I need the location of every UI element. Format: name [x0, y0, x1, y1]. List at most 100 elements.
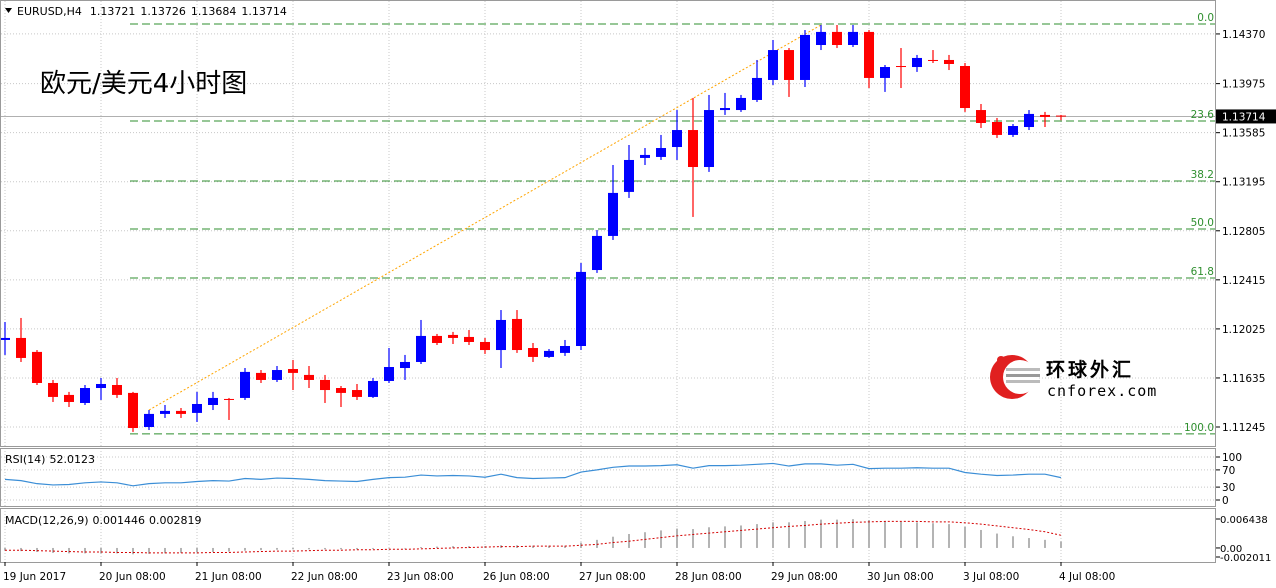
macd-bar: [1044, 539, 1046, 548]
macd-bar: [772, 522, 774, 548]
macd-bar: [804, 520, 806, 548]
y-tick-label: 0.00: [1220, 544, 1242, 555]
macd-bar: [548, 545, 550, 548]
trendline: [148, 24, 822, 411]
macd-bar: [260, 547, 262, 551]
x-tick-label: 26 Jun 08:00: [483, 571, 550, 583]
macd-bar: [1060, 541, 1062, 548]
logo-stripe: [1006, 374, 1040, 377]
logo-dot: [997, 356, 1005, 364]
candle-body: [1040, 114, 1050, 117]
candle-body: [544, 350, 554, 357]
candle-body: [864, 31, 874, 78]
macd-bar: [4, 547, 6, 551]
macd-bar: [180, 547, 182, 553]
candle-body: [400, 361, 410, 369]
macd-bar: [1028, 538, 1030, 548]
candle-body: [176, 410, 186, 414]
x-tick-label: 3 Jul 08:00: [963, 571, 1019, 583]
macd-bar: [820, 519, 822, 548]
candle-body: [848, 31, 858, 46]
candle-body: [16, 337, 26, 358]
signal-line: [5, 520, 1062, 554]
macd-bar: [340, 547, 342, 550]
macd-bar: [740, 525, 742, 548]
y-tick-label: 1.13975: [1222, 79, 1265, 91]
candle-body: [288, 369, 298, 373]
macd-bar: [948, 524, 950, 548]
fib-label: 23.6: [1191, 109, 1215, 121]
close: 1.13714: [241, 5, 287, 18]
y-tick-label: 1.12805: [1222, 226, 1265, 238]
candle-body: [528, 348, 538, 357]
x-tick-label: 30 Jun 08:00: [867, 571, 934, 583]
candle-body: [272, 370, 282, 380]
candle-body: [560, 346, 570, 353]
macd-bar: [980, 529, 982, 548]
y-tick-label: 100: [1222, 452, 1242, 464]
macd-bar: [1012, 536, 1014, 548]
candle-body: [480, 341, 490, 351]
candle-body: [320, 379, 330, 391]
macd-bar: [212, 547, 214, 553]
candle-body: [800, 34, 810, 80]
candle-body: [160, 410, 170, 414]
candle-body: [64, 394, 74, 402]
y-tick-label: 0.006438: [1220, 515, 1268, 526]
candle-body: [512, 318, 522, 351]
x-tick-label: 4 Jul 08:00: [1059, 571, 1115, 583]
macd-bar: [852, 519, 854, 548]
candle-body: [144, 413, 154, 428]
macd-bar: [164, 547, 166, 554]
candle-body: [496, 319, 506, 351]
candle-body: [688, 130, 698, 168]
candle-body: [336, 388, 346, 393]
macd-bar: [52, 547, 54, 553]
candle-body: [224, 398, 234, 400]
y-tick-label: 0: [1222, 495, 1229, 507]
x-tick-label: 27 Jun 08:00: [579, 571, 646, 583]
candle-body: [256, 372, 266, 380]
macd-bar: [644, 532, 646, 548]
rsi-label: RSI(14) 52.0123: [5, 453, 95, 466]
candle-body: [816, 31, 826, 46]
logo-stripe: [1006, 380, 1040, 383]
macd-bar: [388, 547, 390, 549]
menu-arrow: [5, 8, 12, 13]
candle-body: [976, 110, 986, 123]
y-tick-label: 1.13585: [1222, 128, 1265, 140]
plot-layer: [0, 23, 1216, 555]
x-tick-label: 22 Jun 08:00: [291, 571, 358, 583]
x-tick-label: 20 Jun 08:00: [99, 571, 166, 583]
macd-value: 0.001446: [93, 514, 146, 527]
macd-bar: [660, 530, 662, 548]
candle-body: [768, 50, 778, 80]
macd-frame: [0, 508, 1216, 563]
candle-body: [656, 148, 666, 157]
macd-bar: [196, 547, 198, 553]
macd-bar: [276, 547, 278, 550]
candle-body: [32, 351, 42, 383]
macd-bar: [692, 529, 694, 548]
candle-body: [384, 367, 394, 381]
symbol: EURUSD,H4: [17, 5, 82, 18]
macd-bar: [900, 521, 902, 548]
macd-bar: [36, 547, 38, 553]
candle-body: [416, 335, 426, 362]
high: 1.13726: [140, 5, 186, 18]
y-tick-label: 1.11245: [1222, 422, 1265, 434]
low: 1.13684: [191, 5, 237, 18]
macd-bar: [836, 519, 838, 548]
candle-body: [944, 59, 954, 64]
fib-label: 50.0: [1191, 217, 1214, 229]
candle-body: [352, 390, 362, 397]
rsi-value: 52.0123: [49, 453, 95, 466]
macd-bar: [420, 547, 422, 548]
price-box: [1216, 109, 1276, 124]
candle-body: [1024, 113, 1034, 128]
logo-stripe: [1006, 368, 1040, 371]
candle-body: [240, 371, 250, 398]
macd-label: MACD(12,26,9) 0.001446 0.002819: [5, 514, 202, 527]
